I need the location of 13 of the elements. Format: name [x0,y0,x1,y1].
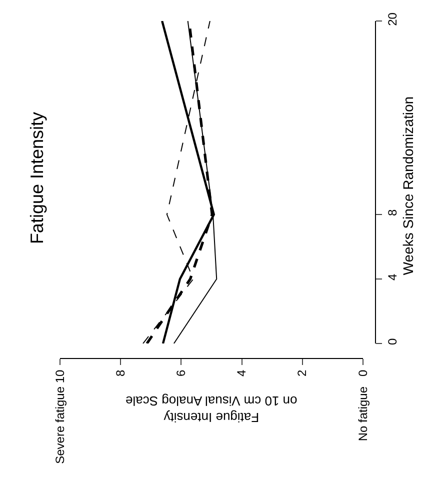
x-tick-label: 6 [174,369,188,376]
text: Fatigue Intensity [26,112,47,244]
x-tick-label: No fatigue 0 [356,369,370,442]
x-axis-title: Fatigue Intensity on 10 cm Visual Analog Scale [126,393,298,426]
y-axis-title: Weeks Since Randomization [400,96,416,276]
x-tick-label: 4 [234,369,249,376]
x-tick-label: 8 [113,369,128,376]
y-tick-label: 20 [386,12,400,26]
y-tick-label: 0 [386,338,400,346]
x-tick-label: 2 [295,369,310,376]
x-tick-label: Severe fatigue 10 [52,369,67,464]
y-tick-label: 8 [386,209,400,216]
y-tick-label: 4 [386,274,400,281]
